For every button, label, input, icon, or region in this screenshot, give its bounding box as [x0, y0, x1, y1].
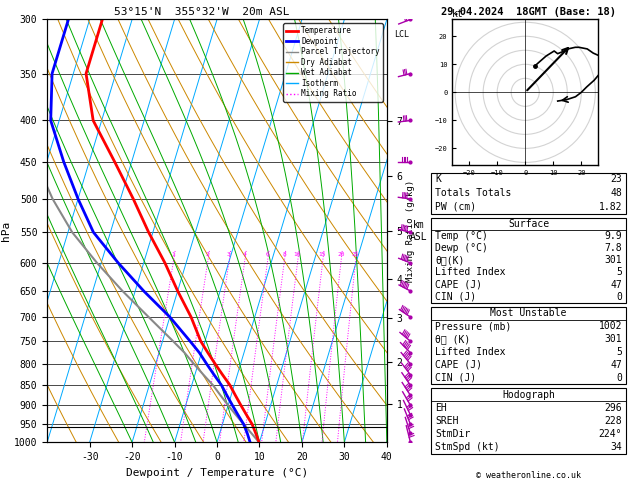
Text: Surface: Surface	[508, 219, 549, 229]
Text: Temp (°C): Temp (°C)	[435, 231, 488, 241]
Text: 1002: 1002	[599, 321, 622, 331]
Text: K: K	[435, 174, 441, 184]
Text: 48: 48	[610, 188, 622, 198]
Text: Hodograph: Hodograph	[502, 390, 555, 400]
Text: Totals Totals: Totals Totals	[435, 188, 511, 198]
Text: 20: 20	[337, 252, 345, 257]
Text: 2: 2	[206, 252, 209, 257]
Text: EH: EH	[435, 403, 447, 413]
Legend: Temperature, Dewpoint, Parcel Trajectory, Dry Adiabat, Wet Adiabat, Isotherm, Mi: Temperature, Dewpoint, Parcel Trajectory…	[283, 23, 383, 102]
Y-axis label: km
ASL: km ASL	[410, 220, 428, 242]
Text: 1.82: 1.82	[599, 202, 622, 212]
Text: StmSpd (kt): StmSpd (kt)	[435, 442, 500, 452]
Text: 5: 5	[616, 347, 622, 357]
Text: StmDir: StmDir	[435, 429, 470, 439]
Text: 0: 0	[616, 373, 622, 383]
Text: 15: 15	[319, 252, 326, 257]
Text: CIN (J): CIN (J)	[435, 373, 476, 383]
Text: 29.04.2024  18GMT (Base: 18): 29.04.2024 18GMT (Base: 18)	[441, 7, 616, 17]
Text: Lifted Index: Lifted Index	[435, 347, 506, 357]
Text: 10: 10	[294, 252, 301, 257]
Text: 8: 8	[282, 252, 286, 257]
Text: © weatheronline.co.uk: © weatheronline.co.uk	[476, 471, 581, 480]
Text: θᴇ (K): θᴇ (K)	[435, 334, 470, 344]
Text: Dewp (°C): Dewp (°C)	[435, 243, 488, 253]
Text: 301: 301	[604, 255, 622, 265]
Text: 1: 1	[171, 252, 175, 257]
Text: θᴇ(K): θᴇ(K)	[435, 255, 465, 265]
Text: 53°15'N  355°32'W  20m ASL: 53°15'N 355°32'W 20m ASL	[113, 7, 289, 17]
Text: Pressure (mb): Pressure (mb)	[435, 321, 511, 331]
Text: 4: 4	[243, 252, 247, 257]
Text: CAPE (J): CAPE (J)	[435, 360, 482, 370]
Text: 0: 0	[616, 292, 622, 302]
Text: Lifted Index: Lifted Index	[435, 267, 506, 278]
Text: CAPE (J): CAPE (J)	[435, 279, 482, 290]
Text: 25: 25	[352, 252, 359, 257]
Text: 3: 3	[227, 252, 231, 257]
Text: LCL: LCL	[394, 30, 409, 39]
Text: 7.8: 7.8	[604, 243, 622, 253]
Text: 224°: 224°	[599, 429, 622, 439]
Text: 9.9: 9.9	[604, 231, 622, 241]
Text: 296: 296	[604, 403, 622, 413]
Text: CIN (J): CIN (J)	[435, 292, 476, 302]
Text: 6: 6	[265, 252, 269, 257]
Text: 228: 228	[604, 416, 622, 426]
Text: 47: 47	[610, 279, 622, 290]
Y-axis label: hPa: hPa	[1, 221, 11, 241]
Text: 23: 23	[610, 174, 622, 184]
Text: 34: 34	[610, 442, 622, 452]
Text: Mixing Ratio (g/kg): Mixing Ratio (g/kg)	[406, 180, 415, 282]
Text: Most Unstable: Most Unstable	[491, 308, 567, 318]
Text: 47: 47	[610, 360, 622, 370]
Text: PW (cm): PW (cm)	[435, 202, 476, 212]
Text: SREH: SREH	[435, 416, 459, 426]
Text: 5: 5	[616, 267, 622, 278]
X-axis label: Dewpoint / Temperature (°C): Dewpoint / Temperature (°C)	[126, 468, 308, 478]
Text: 301: 301	[604, 334, 622, 344]
Text: kt: kt	[452, 9, 464, 18]
